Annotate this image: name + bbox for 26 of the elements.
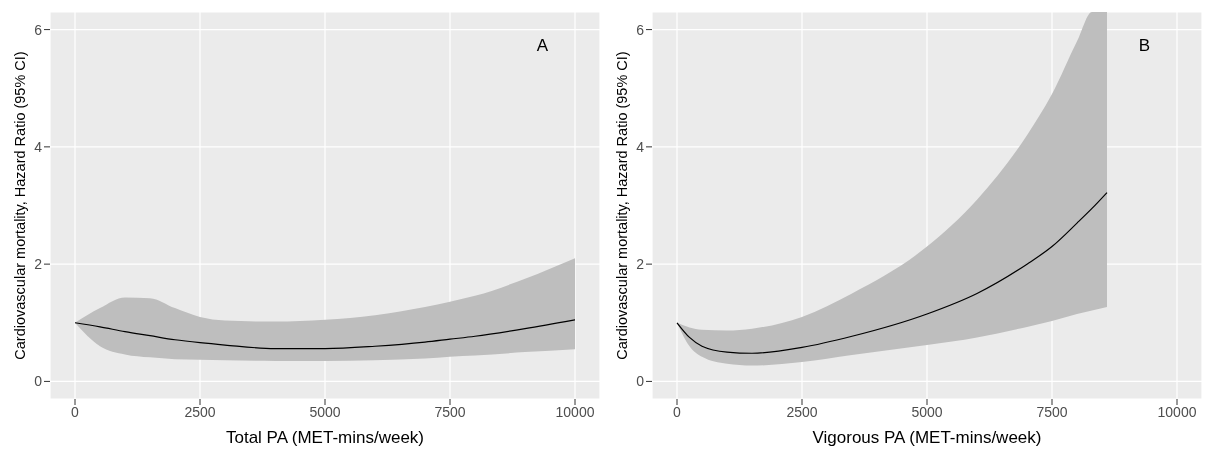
y-tick-label: 0: [636, 373, 645, 390]
annotation: B: [1138, 36, 1150, 56]
y-tick-label: 2: [636, 256, 645, 273]
y-tick-label: 4: [636, 138, 645, 155]
x-tick-label: 7500: [1036, 403, 1068, 420]
x-tick-label: 10000: [555, 403, 595, 420]
x-tick-label: 2500: [786, 403, 818, 420]
x-tick-label: 5000: [309, 403, 341, 420]
x-axis-title: Vigorous PA (MET-mins/week): [812, 428, 1042, 447]
y-axis-title: Cardiovascular mortality, Hazard Ratio (95% CI): [614, 51, 631, 360]
annotation: A: [536, 36, 548, 56]
y-tick-label: 6: [34, 21, 43, 38]
line-series: [676, 192, 1108, 354]
x-tick-label: 0: [673, 403, 682, 420]
y-tick-label: 6: [636, 21, 645, 38]
x-tick-label: 5000: [911, 403, 943, 420]
x-axis-title: Total PA (MET-mins/week): [225, 428, 425, 447]
y-axis-title: Cardiovascular mortality, Hazard Ratio (95% CI): [12, 51, 29, 360]
x-tick-label: 7500: [434, 403, 466, 420]
line-series: [74, 319, 576, 350]
y-tick-label: 4: [34, 138, 43, 155]
x-tick-label: 2500: [184, 403, 216, 420]
x-tick-label: 0: [71, 403, 80, 420]
x-tick-label: 10000: [1157, 403, 1197, 420]
y-tick-label: 0: [34, 373, 43, 390]
y-tick-label: 2: [34, 256, 43, 273]
